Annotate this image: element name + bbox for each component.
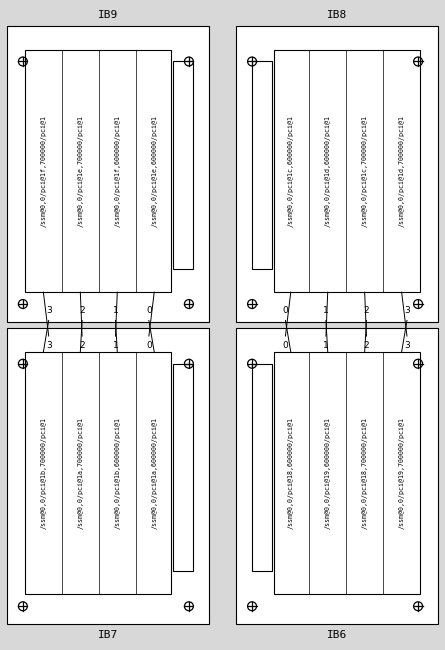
Text: 3: 3 bbox=[404, 306, 410, 315]
Text: /ssm@0,0/pci@1e,700000/pci@1: /ssm@0,0/pci@1e,700000/pci@1 bbox=[77, 115, 83, 227]
Text: 0: 0 bbox=[283, 306, 288, 315]
Text: 2: 2 bbox=[364, 341, 369, 350]
Text: /ssm@0,0/pci@18,600000/pci@1: /ssm@0,0/pci@18,600000/pci@1 bbox=[288, 417, 294, 529]
Bar bbox=[252, 364, 272, 571]
Text: /ssm@0,0/pci@1a,600000/pci@1: /ssm@0,0/pci@1a,600000/pci@1 bbox=[151, 417, 157, 529]
Bar bbox=[274, 352, 420, 594]
Text: 0: 0 bbox=[146, 341, 152, 350]
Text: 3: 3 bbox=[46, 341, 52, 350]
Text: 1: 1 bbox=[113, 306, 118, 315]
Text: IB9: IB9 bbox=[98, 10, 118, 20]
Text: /ssm@0,0/pci@1d,600000/pci@1: /ssm@0,0/pci@1d,600000/pci@1 bbox=[325, 115, 331, 227]
Text: /ssm@0,0/pci@1e,600000/pci@1: /ssm@0,0/pci@1e,600000/pci@1 bbox=[151, 115, 157, 227]
Bar bbox=[25, 49, 171, 292]
Text: IB8: IB8 bbox=[327, 10, 347, 20]
Text: 1: 1 bbox=[323, 341, 329, 350]
Text: 3: 3 bbox=[46, 306, 52, 315]
Text: /ssm@0,0/pci@18,700000/pci@1: /ssm@0,0/pci@18,700000/pci@1 bbox=[362, 417, 368, 529]
Text: /ssm@0,0/pci@1f,700000/pci@1: /ssm@0,0/pci@1f,700000/pci@1 bbox=[40, 115, 46, 227]
Bar bbox=[274, 49, 420, 292]
Text: 3: 3 bbox=[404, 341, 410, 350]
Bar bbox=[173, 364, 193, 571]
Text: /ssm@0,0/pci@1b,700000/pci@1: /ssm@0,0/pci@1b,700000/pci@1 bbox=[40, 417, 46, 529]
Text: IB7: IB7 bbox=[98, 630, 118, 640]
Text: 2: 2 bbox=[364, 306, 369, 315]
Bar bbox=[236, 328, 438, 624]
Text: 2: 2 bbox=[79, 341, 85, 350]
Bar bbox=[252, 62, 272, 268]
Text: 1: 1 bbox=[113, 341, 118, 350]
Bar bbox=[25, 352, 171, 594]
Text: /ssm@0,0/pci@19,700000/pci@1: /ssm@0,0/pci@19,700000/pci@1 bbox=[399, 417, 405, 529]
Text: 2: 2 bbox=[79, 306, 85, 315]
Text: 0: 0 bbox=[283, 341, 288, 350]
Bar bbox=[7, 26, 209, 322]
Bar bbox=[236, 26, 438, 322]
Bar bbox=[7, 328, 209, 624]
Text: /ssm@0,0/pci@1c,600000/pci@1: /ssm@0,0/pci@1c,600000/pci@1 bbox=[288, 115, 294, 227]
Text: /ssm@0,0/pci@1b,600000/pci@1: /ssm@0,0/pci@1b,600000/pci@1 bbox=[114, 417, 120, 529]
Text: 1: 1 bbox=[323, 306, 329, 315]
Text: /ssm@0,0/pci@19,600000/pci@1: /ssm@0,0/pci@19,600000/pci@1 bbox=[325, 417, 331, 529]
Bar bbox=[173, 62, 193, 268]
Text: /ssm@0,0/pci@1d,700000/pci@1: /ssm@0,0/pci@1d,700000/pci@1 bbox=[399, 115, 405, 227]
Text: /ssm@0,0/pci@1a,700000/pci@1: /ssm@0,0/pci@1a,700000/pci@1 bbox=[77, 417, 83, 529]
Text: /ssm@0,0/pci@1f,600000/pci@1: /ssm@0,0/pci@1f,600000/pci@1 bbox=[114, 115, 120, 227]
Text: 0: 0 bbox=[146, 306, 152, 315]
Text: IB6: IB6 bbox=[327, 630, 347, 640]
Text: /ssm@0,0/pci@1c,700000/pci@1: /ssm@0,0/pci@1c,700000/pci@1 bbox=[362, 115, 368, 227]
